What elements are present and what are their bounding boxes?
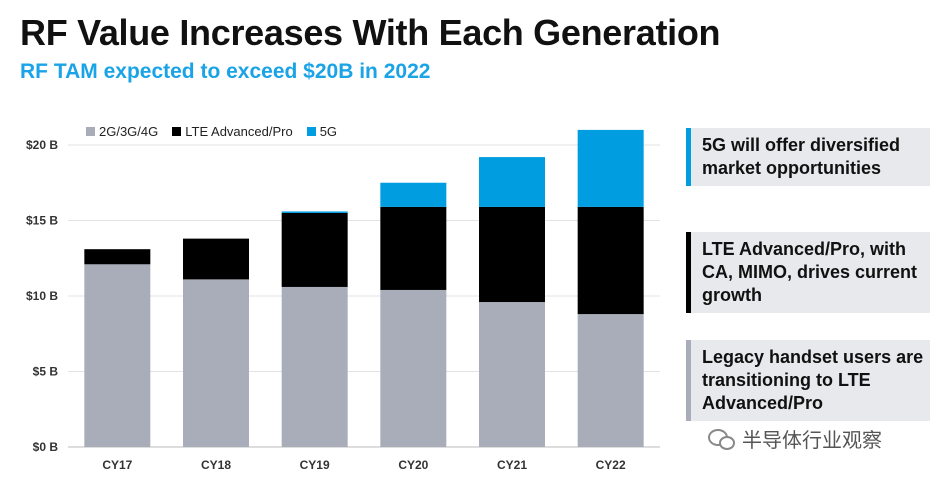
bar-segment-2g-3g-4g (281, 286, 348, 447)
x-tick-label: CY22 (596, 458, 626, 472)
legend-item-lte: LTE Advanced/Pro (172, 124, 293, 139)
callout-legacy: Legacy handset users are transitioning t… (686, 340, 930, 421)
bar-segment-lte-advanced-pro (183, 238, 249, 280)
legend-swatch-5g (306, 127, 316, 136)
callout-accent-bar (686, 232, 691, 313)
x-tick-label: CY21 (497, 458, 527, 472)
callout-text-5g: 5G will offer diversified market opportu… (702, 135, 901, 178)
y-tick-label: $5 B (33, 365, 59, 379)
watermark-text: 半导体行业观察 (742, 430, 882, 452)
x-tick-label: CY19 (300, 458, 330, 472)
bar-segment-lte-advanced-pro (380, 206, 447, 290)
x-tick-label: CY17 (102, 458, 132, 472)
bar-segment-2g-3g-4g (183, 279, 249, 447)
callout-lte: LTE Advanced/Pro, with CA, MIMO, drives … (686, 232, 930, 313)
y-tick-label: $10 B (26, 289, 58, 303)
legend-label-5g: 5G (319, 124, 338, 139)
callout-5g: 5G will offer diversified market opportu… (686, 128, 930, 186)
bar-segment-lte-advanced-pro (577, 206, 644, 315)
x-tick-label: CY18 (201, 458, 231, 472)
stacked-bar-chart: $0 B $5 B $10 B $15 B $20 B CY17 CY18 CY19 CY20 C… (26, 129, 660, 472)
y-tick-label: $20 B (26, 138, 58, 152)
callout-text-legacy: Legacy handset users are transitioning t… (702, 347, 924, 413)
legend-label-lte: LTE Advanced/Pro (185, 124, 293, 139)
bar-segment-2g-3g-4g (479, 302, 545, 447)
bar-segment-lte-advanced-pro (281, 212, 348, 287)
bar-segment-5g (479, 157, 545, 207)
watermark: 半导体行业观察 (708, 424, 882, 453)
bar-segment-lte-advanced-pro (84, 249, 151, 265)
legend-swatch-lte (172, 127, 182, 136)
bar-segment-2g-3g-4g (380, 289, 447, 447)
legend-item-legacy: 2G/3G/4G (86, 124, 158, 139)
callout-accent-bar (686, 340, 691, 421)
bar-segment-5g (577, 129, 644, 207)
chart-legend: 2G/3G/4G LTE Advanced/Pro 5G (86, 124, 337, 139)
y-tick-label: $15 B (26, 214, 58, 228)
wechat-icon (708, 428, 735, 450)
legend-item-5g: 5G (306, 124, 338, 139)
bar-segment-2g-3g-4g (577, 314, 644, 447)
legend-swatch-legacy (86, 127, 95, 136)
callout-text-lte: LTE Advanced/Pro, with CA, MIMO, drives … (702, 239, 918, 305)
bar-segment-2g-3g-4g (84, 264, 151, 447)
bar-segment-5g (380, 182, 447, 207)
y-tick-label: $0 B (33, 440, 59, 454)
callout-accent-bar (686, 128, 691, 186)
x-tick-label: CY20 (398, 458, 428, 472)
bar-segment-5g (281, 211, 348, 213)
legend-label-legacy: 2G/3G/4G (99, 124, 159, 139)
page-subtitle: RF TAM expected to exceed $20B in 2022 (20, 60, 431, 83)
bar-segment-lte-advanced-pro (479, 206, 545, 303)
page-title: RF Value Increases With Each Generation (20, 12, 721, 53)
